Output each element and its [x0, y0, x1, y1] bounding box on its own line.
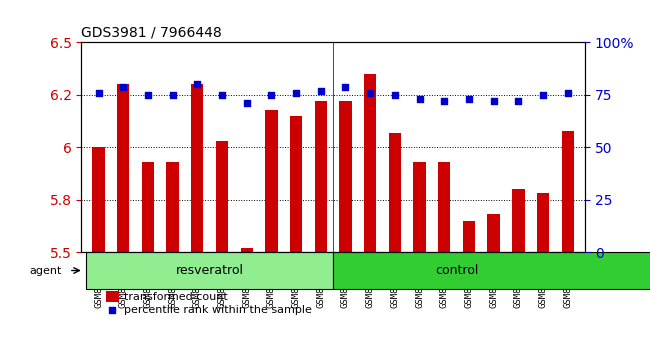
Bar — [191, 84, 203, 252]
Bar — [339, 101, 352, 252]
Text: resveratrol: resveratrol — [176, 264, 244, 277]
Point — [340, 84, 350, 89]
Bar — [240, 248, 253, 252]
Bar — [92, 147, 105, 252]
Bar — [107, 291, 119, 302]
Bar — [265, 110, 278, 252]
Text: transformed count: transformed count — [124, 292, 228, 302]
Point — [143, 92, 153, 98]
Point — [389, 92, 400, 98]
Bar — [537, 193, 549, 252]
Point — [242, 101, 252, 106]
Bar — [364, 74, 376, 252]
Point — [316, 88, 326, 93]
Text: agent: agent — [29, 266, 62, 275]
Point — [107, 307, 118, 313]
Point — [414, 96, 424, 102]
Point — [266, 92, 277, 98]
Bar — [117, 84, 129, 252]
Point — [562, 90, 573, 96]
Point — [168, 92, 178, 98]
Bar — [216, 141, 228, 252]
Point — [365, 90, 375, 96]
Bar — [142, 162, 154, 252]
Bar — [438, 162, 450, 252]
Point — [192, 81, 203, 87]
Point — [513, 98, 523, 104]
Point — [118, 84, 129, 89]
Bar — [290, 116, 302, 252]
Bar — [488, 215, 500, 252]
Text: GDS3981 / 7966448: GDS3981 / 7966448 — [81, 26, 222, 40]
Point — [94, 90, 104, 96]
Bar — [413, 162, 426, 252]
Point — [217, 92, 228, 98]
Point — [488, 98, 499, 104]
Bar — [562, 131, 574, 252]
FancyBboxPatch shape — [333, 252, 650, 289]
Bar — [512, 189, 525, 252]
Point — [291, 90, 302, 96]
Point — [439, 98, 449, 104]
Bar — [315, 101, 327, 252]
Point — [538, 92, 548, 98]
Text: percentile rank within the sample: percentile rank within the sample — [124, 305, 312, 315]
Bar — [389, 133, 401, 252]
Bar — [463, 221, 475, 252]
FancyBboxPatch shape — [86, 252, 333, 289]
Text: control: control — [435, 264, 478, 277]
Point — [463, 96, 474, 102]
Bar — [166, 162, 179, 252]
